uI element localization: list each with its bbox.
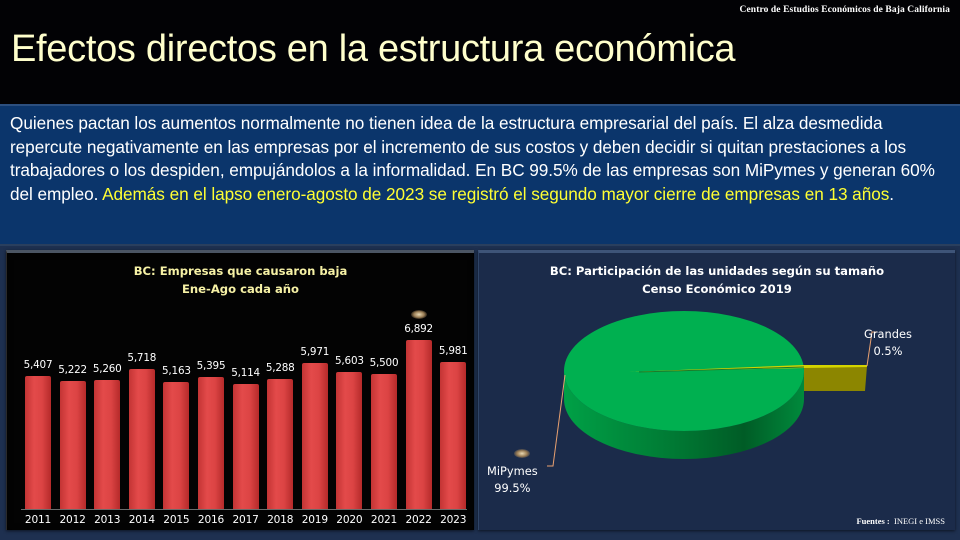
x-axis-line xyxy=(21,509,467,510)
x-axis-label: 2014 xyxy=(128,514,155,526)
bar-2022 xyxy=(405,340,432,509)
bar-value-label: 5,260 xyxy=(92,363,122,376)
bar-2014 xyxy=(128,368,155,509)
bar-2023 xyxy=(440,362,467,509)
bar-2018 xyxy=(267,379,294,509)
bar-value-label: 5,288 xyxy=(265,362,295,375)
bar-value-label: 5,407 xyxy=(23,359,53,372)
decorative-glow xyxy=(410,310,427,319)
x-axis-label: 2012 xyxy=(59,514,86,526)
bar-chart-plot: 5,407 2011 5,222 2012 5,260 2013 5,718 2014 5,16… xyxy=(7,253,475,533)
bar-2016 xyxy=(198,376,224,509)
pie-label-mipymes: MiPymes 99.5% xyxy=(487,464,538,495)
bar-chart-panel: BC: Empresas que causaron baja Ene-Ago c… xyxy=(6,250,474,530)
x-axis-label: 2020 xyxy=(336,514,363,526)
bar-chart-title-line1: BC: Empresas que causaron baja xyxy=(133,264,348,278)
pie-chart-title: BC: Participación de las unidades según … xyxy=(479,262,955,298)
bar-value-label: 5,395 xyxy=(196,359,226,372)
bar-2019 xyxy=(301,362,328,509)
bar-2020 xyxy=(336,371,363,509)
slide-title: Efectos directos en la estructura económ… xyxy=(11,28,736,70)
bar-value-label: 5,981 xyxy=(438,345,468,358)
grandes-leader-line xyxy=(866,331,877,367)
x-axis-label: 2022 xyxy=(405,514,432,526)
source-note: Fuentes : INEGI e IMSS xyxy=(856,516,945,526)
bar-2011 xyxy=(25,376,51,509)
x-axis-label: 2021 xyxy=(370,514,398,526)
bar-value-label: 5,222 xyxy=(58,363,87,376)
bar-2015 xyxy=(163,382,190,509)
decorative-glow xyxy=(514,449,530,458)
pie-chart-panel: BC: Participación de las unidades según … xyxy=(478,250,955,530)
pie-label-grandes: Grandes 0.5% xyxy=(864,327,912,358)
x-axis-label: 2016 xyxy=(197,514,225,526)
pie-chart-graphic xyxy=(547,311,877,467)
intro-end: . xyxy=(889,183,894,204)
slide-header: Centro de Estudios Económicos de Baja Ca… xyxy=(0,0,960,104)
pie-chart-title-line2: Censo Económico 2019 xyxy=(642,282,792,296)
bar-value-label: 5,114 xyxy=(231,366,260,379)
bar-2012 xyxy=(59,380,86,509)
organization-name: Centro de Estudios Económicos de Baja Ca… xyxy=(739,5,950,15)
bar-value-label: 5,971 xyxy=(300,345,330,358)
mipymes-leader-line xyxy=(547,374,566,467)
bar-value-label: 5,718 xyxy=(127,351,157,364)
pie-chart-title-line1: BC: Participación de las unidades según … xyxy=(549,264,885,278)
bar-value-label: 5,500 xyxy=(369,357,399,370)
pie-grandes-slice xyxy=(804,366,867,391)
pie-mipymes-side xyxy=(564,371,804,459)
x-axis-label: 2017 xyxy=(232,514,259,526)
intro-highlight: Además en el lapso enero-agosto de 2023 … xyxy=(102,183,890,204)
intro-text: Quienes pactan los aumentos normalmente … xyxy=(10,113,935,204)
x-axis-label: 2018 xyxy=(267,514,294,526)
intro-paragraph: Quienes pactan los aumentos normalmente … xyxy=(0,104,960,246)
x-axis-label: 2019 xyxy=(301,514,328,526)
bar-value-label: 5,163 xyxy=(162,365,191,378)
bar-2021 xyxy=(371,374,397,509)
bar-chart-title: BC: Empresas que causaron baja Ene-Ago c… xyxy=(7,262,474,298)
x-axis-label: 2011 xyxy=(24,514,52,526)
x-axis-label: 2013 xyxy=(94,514,121,526)
bar-value-label: 5,603 xyxy=(335,354,364,367)
x-axis-label: 2015 xyxy=(163,514,190,526)
x-axis-label: 2023 xyxy=(440,514,467,526)
bar-2013 xyxy=(94,380,121,509)
bar-value-label: 6,892 xyxy=(404,323,433,335)
bar-chart-title-line2: Ene-Ago cada año xyxy=(181,282,300,296)
bar-2017 xyxy=(232,383,259,509)
